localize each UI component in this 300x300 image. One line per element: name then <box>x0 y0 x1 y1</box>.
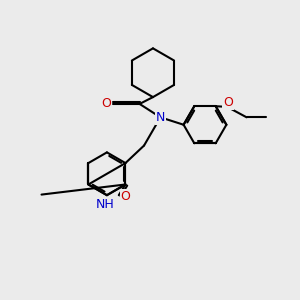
Text: O: O <box>120 190 130 203</box>
Text: O: O <box>223 96 233 109</box>
Text: N: N <box>156 111 165 124</box>
Text: O: O <box>101 98 111 110</box>
Text: NH: NH <box>96 198 115 211</box>
